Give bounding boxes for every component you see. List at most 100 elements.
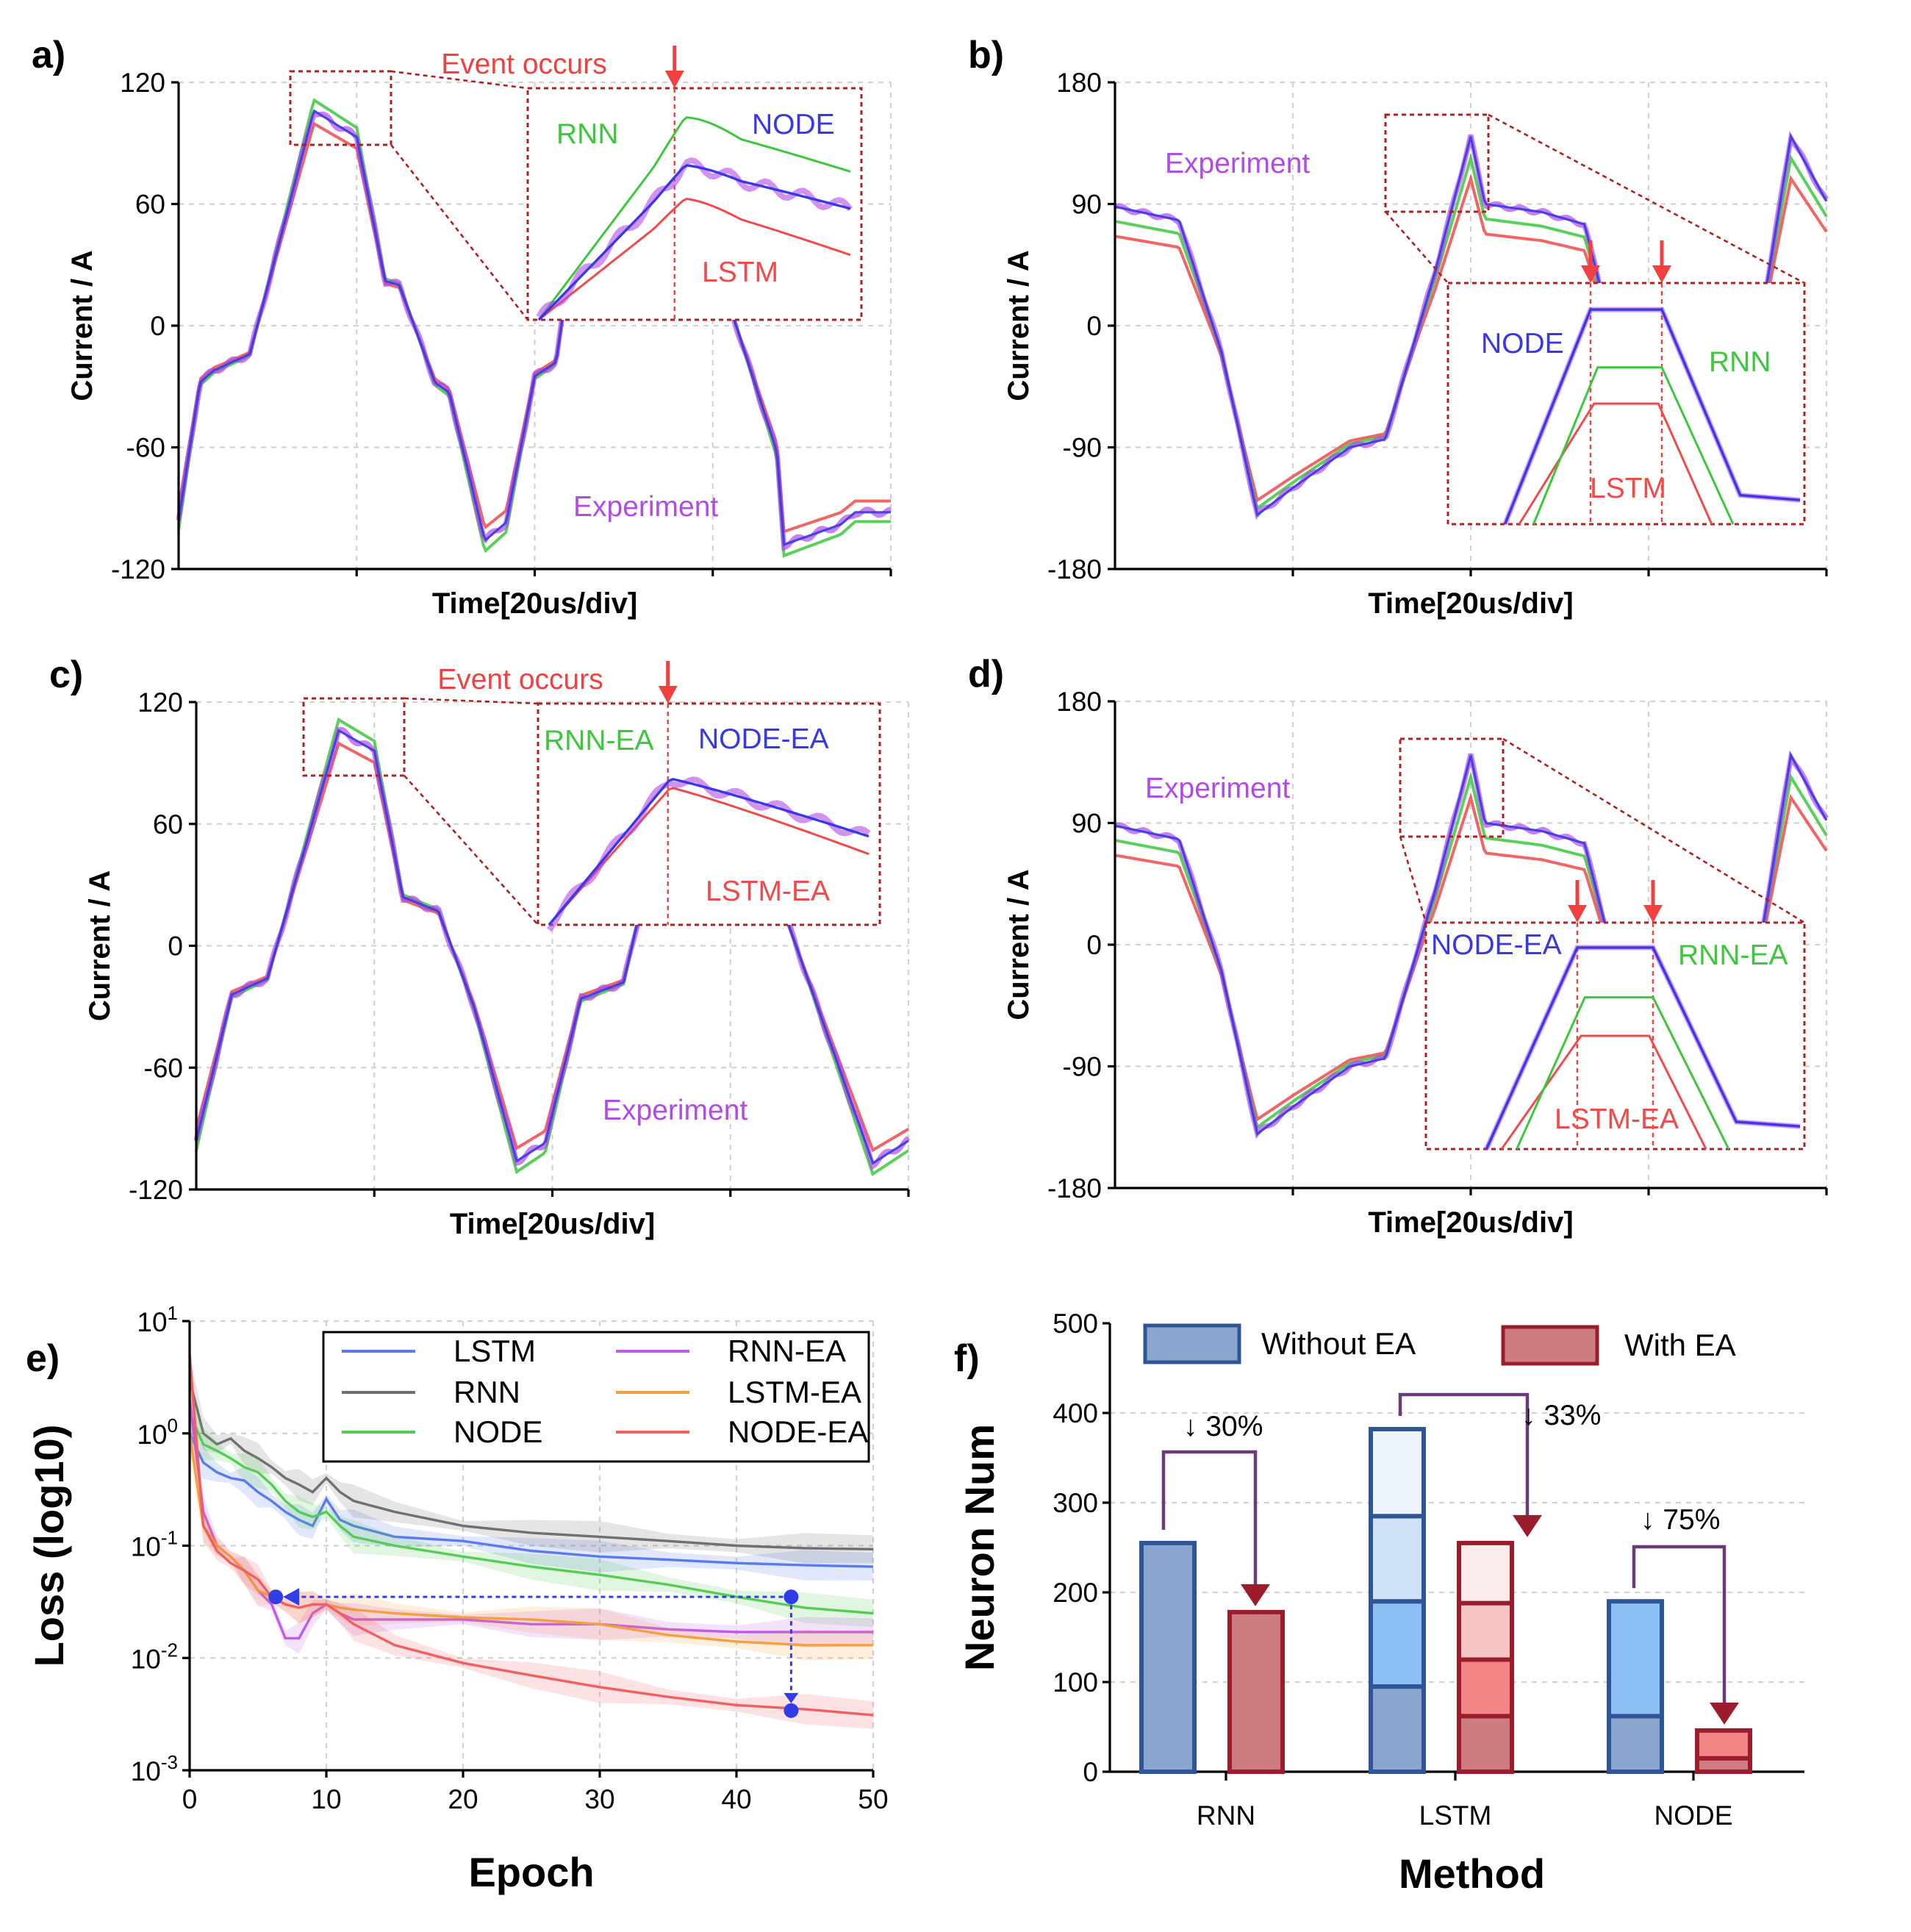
x-tick-label: RNN <box>1197 1800 1255 1831</box>
y-tick-label: 0 <box>1086 930 1102 960</box>
node-curve <box>195 729 909 1165</box>
arrow-head-left <box>283 1588 300 1606</box>
x-axis-label: Epoch <box>468 1849 594 1895</box>
node-curve <box>177 109 891 547</box>
legend-box <box>322 1331 870 1463</box>
legend-label: RNN-EA <box>728 1334 846 1368</box>
arrow-head-down <box>784 1692 799 1703</box>
loss-curve-node-ea <box>188 1354 874 1717</box>
event-arrow-head <box>1652 265 1671 283</box>
y-tick-label: -120 <box>111 554 165 584</box>
experiment-label: Experiment <box>603 1095 747 1126</box>
legend-label: LSTM-EA <box>728 1375 861 1409</box>
panel-c: c) 120 60 0 -60 -120 Time[20us/div] Current / A… <box>49 654 911 1240</box>
bar-segment <box>1695 1728 1752 1761</box>
panel-label: a) <box>32 34 65 76</box>
zoom-connector <box>404 775 539 926</box>
y-axis-label: Current / A <box>1003 869 1035 1020</box>
x-tick-label: NODE <box>1654 1800 1733 1831</box>
bar-segment <box>1369 1684 1426 1775</box>
panel-d: d) 180 90 0 -90 -180 Time[20us/div] Current / A… <box>968 653 1829 1239</box>
loss-band <box>190 1356 873 1564</box>
x-axis-label: Time[20us/div] <box>1368 587 1573 620</box>
loss-curve-lstm <box>188 1433 874 1568</box>
loss-band <box>190 1376 873 1654</box>
y-tick-label: 100 <box>1053 1667 1098 1697</box>
y-tick-label: 60 <box>153 809 183 840</box>
zoom-connector <box>1399 836 1427 923</box>
rnn-inset-curve <box>1532 366 1735 525</box>
y-tick-label: 90 <box>1072 190 1102 220</box>
y-tick-label: 60 <box>135 190 165 220</box>
x-tick-label: LSTM <box>1419 1800 1492 1831</box>
y-tick-label: -60 <box>126 433 165 463</box>
rnn-label: RNN-EA <box>544 725 654 756</box>
loss-band <box>190 1390 873 1628</box>
legend-label: NODE-EA <box>728 1414 868 1449</box>
event-arrow-head <box>658 686 678 704</box>
reduction-connector <box>1398 1392 1530 1520</box>
y-tick-label: -90 <box>1063 433 1102 463</box>
y-tick-label: 0 <box>168 931 183 962</box>
legend-label: NODE <box>453 1414 542 1449</box>
bar-segment <box>1607 1714 1664 1775</box>
node-label: NODE <box>1481 328 1564 359</box>
zoom-source-box <box>1399 737 1505 838</box>
legend-label: RNN <box>453 1375 520 1409</box>
panel-a: a) 120 60 0 -60 -120 Time[20us/div] Current / A… <box>32 34 892 620</box>
event-annotation: Event occurs <box>437 664 603 695</box>
bar-segment <box>1457 1714 1514 1775</box>
bar-segment <box>1369 1599 1426 1689</box>
loss-band <box>190 1331 873 1729</box>
y-axis-label: Current / A <box>84 870 116 1021</box>
rnn-inset-curve <box>1516 996 1730 1150</box>
node-inset-curve <box>537 164 851 321</box>
event-arrow-head <box>664 71 684 88</box>
rnn-label: RNN <box>556 118 619 150</box>
y-tick-label: -180 <box>1047 554 1102 584</box>
experiment-label: Experiment <box>1165 148 1310 179</box>
event-annotation: Event occurs <box>441 49 606 80</box>
reduction-arrow-head <box>1513 1514 1542 1537</box>
legend-label: LSTM <box>453 1334 536 1368</box>
y-tick-label: 300 <box>1053 1488 1098 1518</box>
reduction-label: ↓ 30% <box>1183 1411 1263 1442</box>
y-tick-label: 120 <box>137 687 183 718</box>
x-axis-label: Method <box>1399 1850 1545 1897</box>
y-tick-label: 180 <box>1056 68 1102 98</box>
zoom-source-box <box>302 697 406 777</box>
loss-curve-node <box>188 1413 874 1615</box>
legend-label: With EA <box>1624 1328 1736 1362</box>
event-arrow-head <box>1568 905 1587 923</box>
lstm-inset-curve <box>1518 402 1713 525</box>
legend-label: Without EA <box>1261 1326 1416 1361</box>
reduction-label: ↓ 33% <box>1521 1400 1601 1431</box>
lstm-label: LSTM-EA <box>706 876 830 907</box>
y-tick-label: 180 <box>1056 687 1102 717</box>
x-tick-label: 10 <box>311 1784 341 1814</box>
zoom-connector <box>404 697 539 705</box>
lstm-label: LSTM <box>1590 473 1666 504</box>
y-tick-label: 400 <box>1053 1398 1098 1428</box>
arrow-point <box>268 1589 284 1605</box>
lstm-label: LSTM-EA <box>1555 1103 1679 1135</box>
node-inset-curve <box>1485 946 1801 1150</box>
node-inset-curve <box>548 778 870 926</box>
y-axis-label: Neuron Num <box>956 1424 1003 1671</box>
bar-segment <box>1369 1514 1426 1604</box>
bar-segment <box>1457 1600 1514 1662</box>
y-tick-label: 500 <box>1053 1309 1098 1339</box>
panel-f: f) 500 400 300 200 100 0 RNN LSTM NODE ↓ 30% ↓ 33% ↓… <box>954 1309 1804 1897</box>
x-tick-label: 40 <box>721 1784 751 1814</box>
reduction-label: ↓ 75% <box>1641 1504 1720 1536</box>
loss-curve-rnn <box>188 1379 874 1550</box>
reduction-connector <box>1632 1545 1727 1707</box>
reduction-arrow-head <box>1241 1584 1270 1606</box>
node-inset-curve <box>1504 308 1801 525</box>
lstm-inset-curve <box>538 197 851 321</box>
x-tick-label: 20 <box>448 1784 478 1814</box>
event-arrow-head <box>1581 265 1600 283</box>
reduction-connector <box>1161 1450 1258 1589</box>
y-tick-label: 120 <box>120 68 165 98</box>
